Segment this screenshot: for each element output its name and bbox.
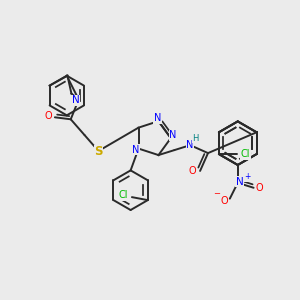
- Text: N: N: [169, 130, 176, 140]
- Text: H: H: [192, 134, 198, 143]
- Text: O: O: [256, 183, 263, 193]
- Text: O: O: [44, 111, 52, 121]
- Text: N: N: [236, 177, 244, 187]
- Text: +: +: [244, 172, 251, 182]
- Text: Cl: Cl: [241, 149, 250, 159]
- Text: N: N: [72, 95, 80, 106]
- Text: N: N: [132, 145, 139, 154]
- Text: O: O: [220, 196, 228, 206]
- Text: O: O: [188, 166, 196, 176]
- Text: N: N: [187, 140, 194, 150]
- Text: N: N: [154, 113, 161, 123]
- Text: Cl: Cl: [118, 190, 128, 200]
- Text: S: S: [94, 146, 103, 158]
- Text: −: −: [213, 189, 220, 198]
